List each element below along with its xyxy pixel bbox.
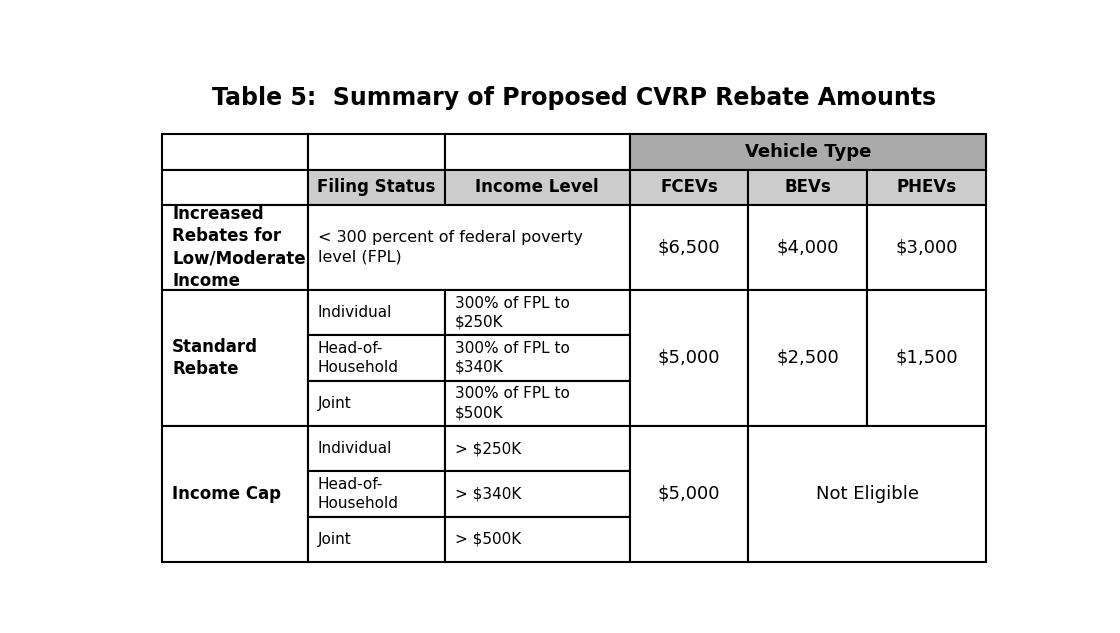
Text: Individual: Individual <box>318 305 392 320</box>
Text: $3,000: $3,000 <box>896 238 958 256</box>
Bar <box>445 517 629 562</box>
Text: < 300 percent of federal poverty
level (FPL): < 300 percent of federal poverty level (… <box>318 230 582 264</box>
Bar <box>748 204 867 290</box>
Text: $2,500: $2,500 <box>776 349 839 367</box>
Text: FCEVs: FCEVs <box>660 178 718 196</box>
Bar <box>308 170 445 204</box>
Bar <box>161 426 308 562</box>
Text: Standard
Rebate: Standard Rebate <box>172 338 258 378</box>
Bar <box>308 335 445 380</box>
Bar <box>308 204 629 290</box>
Bar <box>161 170 308 204</box>
Text: $6,500: $6,500 <box>657 238 720 256</box>
Bar <box>308 426 445 471</box>
Text: Income Level: Income Level <box>475 178 599 196</box>
Bar <box>629 170 748 204</box>
Bar <box>308 134 445 170</box>
Text: > $340K: > $340K <box>455 486 522 501</box>
Text: $4,000: $4,000 <box>776 238 839 256</box>
Text: Income Cap: Income Cap <box>172 485 281 503</box>
Bar <box>445 471 629 517</box>
Bar <box>629 204 748 290</box>
Text: Table 5:  Summary of Proposed CVRP Rebate Amounts: Table 5: Summary of Proposed CVRP Rebate… <box>212 86 936 110</box>
Bar <box>867 170 987 204</box>
Bar <box>308 471 445 517</box>
Text: Vehicle Type: Vehicle Type <box>745 143 871 161</box>
Text: 300% of FPL to
$500K: 300% of FPL to $500K <box>455 387 570 420</box>
Text: Filing Status: Filing Status <box>317 178 436 196</box>
Text: 300% of FPL to
$250K: 300% of FPL to $250K <box>455 296 570 329</box>
Text: Head-of-
Household: Head-of- Household <box>318 341 399 375</box>
Text: Joint: Joint <box>318 396 352 411</box>
Text: 300% of FPL to
$340K: 300% of FPL to $340K <box>455 341 570 375</box>
Text: $5,000: $5,000 <box>657 349 720 367</box>
Bar <box>629 426 748 562</box>
Bar <box>867 290 987 426</box>
Text: Individual: Individual <box>318 441 392 456</box>
Bar <box>308 290 445 335</box>
Text: > $250K: > $250K <box>455 441 521 456</box>
Bar <box>445 134 629 170</box>
Text: PHEVs: PHEVs <box>897 178 956 196</box>
Bar <box>748 170 867 204</box>
Bar <box>308 380 445 426</box>
Text: Not Eligible: Not Eligible <box>815 485 918 503</box>
Bar <box>748 290 867 426</box>
Bar <box>629 290 748 426</box>
Text: Joint: Joint <box>318 532 352 547</box>
Bar <box>445 290 629 335</box>
Text: Increased
Rebates for
Low/Moderate
Income: Increased Rebates for Low/Moderate Incom… <box>172 205 306 289</box>
Text: $1,500: $1,500 <box>896 349 958 367</box>
Bar <box>445 380 629 426</box>
Text: > $500K: > $500K <box>455 532 521 547</box>
Text: Head-of-
Household: Head-of- Household <box>318 477 399 511</box>
Bar <box>161 290 308 426</box>
Bar <box>161 134 308 170</box>
Bar <box>445 170 629 204</box>
Bar <box>629 134 987 170</box>
Bar <box>308 517 445 562</box>
Bar <box>161 204 308 290</box>
Bar <box>445 335 629 380</box>
Text: BEVs: BEVs <box>784 178 831 196</box>
Bar <box>748 426 987 562</box>
Text: $5,000: $5,000 <box>657 485 720 503</box>
Bar <box>867 204 987 290</box>
Bar <box>445 426 629 471</box>
